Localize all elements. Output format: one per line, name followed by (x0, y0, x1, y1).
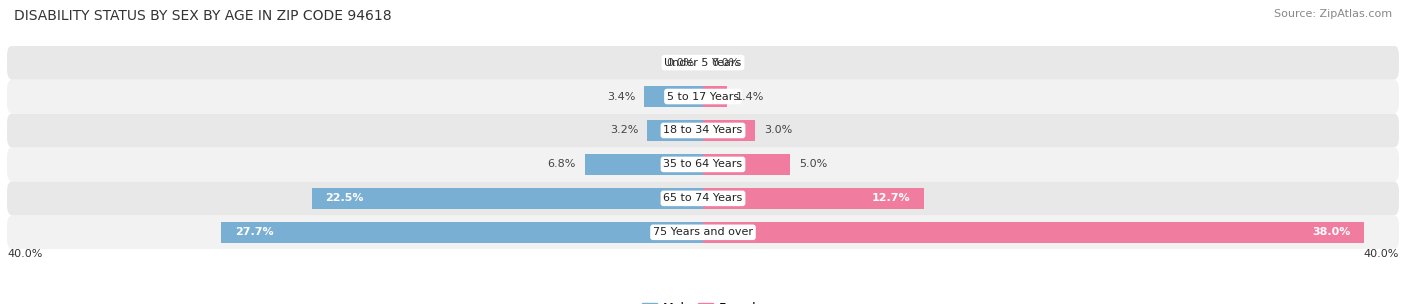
Legend: Male, Female: Male, Female (637, 297, 769, 304)
FancyBboxPatch shape (7, 181, 1399, 215)
FancyBboxPatch shape (7, 113, 1399, 147)
Bar (703, 120, 755, 141)
Text: Under 5 Years: Under 5 Years (665, 57, 741, 67)
Bar (703, 86, 727, 107)
Text: 1.4%: 1.4% (737, 92, 765, 102)
Text: 3.2%: 3.2% (610, 126, 638, 136)
Text: 22.5%: 22.5% (325, 193, 364, 203)
Bar (703, 154, 790, 175)
Bar (585, 154, 703, 175)
Text: 40.0%: 40.0% (7, 249, 42, 259)
Bar (703, 222, 1364, 243)
Bar (312, 188, 703, 209)
FancyBboxPatch shape (7, 215, 1399, 249)
Text: 5 to 17 Years: 5 to 17 Years (666, 92, 740, 102)
Text: 18 to 34 Years: 18 to 34 Years (664, 126, 742, 136)
FancyBboxPatch shape (7, 46, 1399, 80)
Text: 27.7%: 27.7% (235, 227, 274, 237)
Text: 35 to 64 Years: 35 to 64 Years (664, 159, 742, 169)
Text: DISABILITY STATUS BY SEX BY AGE IN ZIP CODE 94618: DISABILITY STATUS BY SEX BY AGE IN ZIP C… (14, 9, 392, 23)
Bar (703, 188, 924, 209)
Text: 0.0%: 0.0% (666, 57, 695, 67)
Text: 5.0%: 5.0% (799, 159, 827, 169)
Text: 65 to 74 Years: 65 to 74 Years (664, 193, 742, 203)
Text: 38.0%: 38.0% (1312, 227, 1350, 237)
Text: 40.0%: 40.0% (1364, 249, 1399, 259)
FancyBboxPatch shape (7, 80, 1399, 113)
Bar (647, 120, 703, 141)
Bar (221, 222, 703, 243)
Text: 3.4%: 3.4% (607, 92, 636, 102)
Bar (644, 86, 703, 107)
Text: 6.8%: 6.8% (547, 159, 576, 169)
Text: 0.0%: 0.0% (711, 57, 740, 67)
Text: 12.7%: 12.7% (872, 193, 910, 203)
Text: 3.0%: 3.0% (763, 126, 792, 136)
Text: 75 Years and over: 75 Years and over (652, 227, 754, 237)
FancyBboxPatch shape (7, 147, 1399, 181)
Text: Source: ZipAtlas.com: Source: ZipAtlas.com (1274, 9, 1392, 19)
